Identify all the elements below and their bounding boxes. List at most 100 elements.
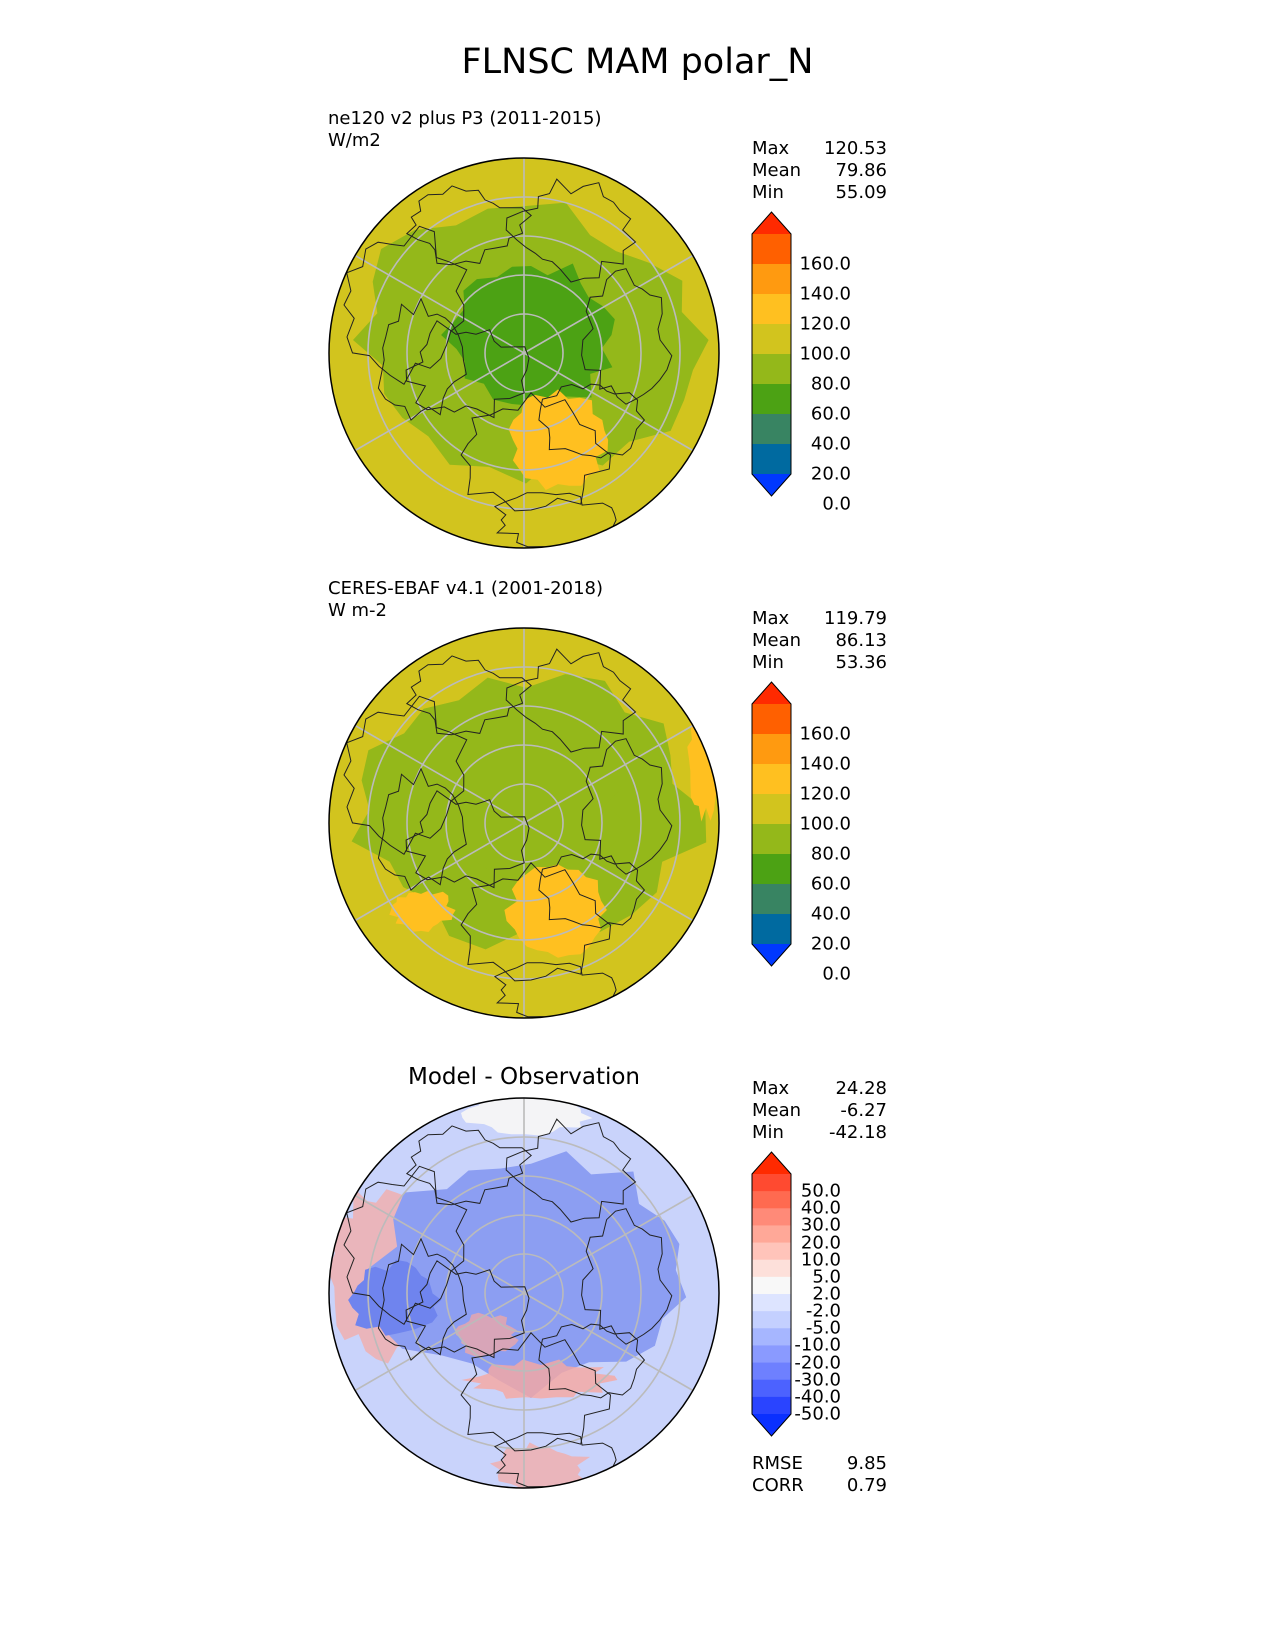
colorbar-swatch: [752, 1328, 791, 1346]
colorbar-tick-label: 120.0: [799, 783, 851, 805]
colorbar-extend-max: [752, 212, 791, 234]
stat-min: Min 55.09: [752, 182, 887, 204]
coastline: [377, 1237, 467, 1361]
colorbar-swatch: [752, 764, 791, 795]
colorbar-swatch: [752, 1311, 791, 1329]
colorbar-tick-label: 20.0: [810, 463, 851, 485]
field-region-100-120: [504, 864, 607, 958]
stat-value: 55.09: [835, 182, 887, 203]
longitude-gridline: [354, 822, 525, 922]
colorbar-outline: [751, 681, 792, 967]
colorbar-swatch: [752, 1396, 791, 1415]
stat-rmse: RMSE 9.85: [752, 1453, 887, 1475]
longitude-gridline: [523, 352, 694, 452]
colorbar-extend-min: [752, 1414, 791, 1436]
coastline: [405, 1125, 532, 1206]
colorbar-tick-label: -30.0: [794, 1369, 841, 1391]
field-region-40-60: [446, 727, 627, 878]
longitude-gridline: [354, 724, 525, 824]
stat-value: 24.28: [835, 1078, 887, 1099]
diff-colorbar: [751, 1151, 792, 1437]
colorbar-swatch: [752, 704, 791, 735]
longitude-gridline: [523, 1292, 694, 1392]
longitude-gridline: [523, 822, 694, 922]
stat-label: Mean: [752, 1100, 802, 1121]
coastline: [377, 767, 467, 891]
figure-title: FLNSC MAM polar_N: [461, 42, 814, 82]
stat-min: Min 53.36: [752, 652, 887, 674]
colorbar-swatch: [752, 734, 791, 765]
field-positive-bias: [461, 1359, 618, 1399]
coastline: [538, 853, 646, 929]
colorbar-tick-label: -2.0: [805, 1300, 841, 1322]
colorbar-swatch: [752, 1379, 791, 1398]
model-colorbar-ticks: 160.0 140.0 120.0 100.0 80.0 60.0 40.0 20.0 0.0: [795, 212, 851, 515]
stat-value: 79.86: [835, 160, 887, 181]
colorbar-swatch: [752, 354, 791, 385]
diff-panel-title: Model - Observation: [407, 1064, 641, 1090]
field-near-zero: [461, 1098, 593, 1136]
model-dataset-label: ne120 v2 plus P3 (2011-2015): [328, 108, 602, 129]
field-region-40-60: [441, 263, 615, 406]
map-boundary: [328, 627, 720, 1019]
coastline: [405, 655, 532, 736]
colorbar-tick-label: 40.0: [800, 1197, 841, 1219]
coastline: [538, 1323, 646, 1399]
coastline: [377, 297, 467, 421]
colorbar-swatch: [752, 324, 791, 355]
colorbar-swatch: [752, 264, 791, 295]
stat-max: Max 119.79: [752, 608, 887, 630]
longitude-gridline: [354, 1194, 525, 1294]
stat-mean: Mean 79.86: [752, 160, 887, 182]
colorbar-tick-label: 160.0: [799, 253, 851, 275]
stat-label: Mean: [752, 160, 802, 181]
colorbar-tick-label: 30.0: [800, 1214, 841, 1236]
colorbar-extend-max: [752, 682, 791, 704]
colorbar-tick-label: 100.0: [799, 343, 851, 365]
colorbar-outline: [751, 211, 792, 497]
coastline: [460, 862, 612, 982]
field-negative-bias: [366, 1151, 687, 1398]
colorbar-tick-label: 80.0: [810, 843, 851, 865]
stat-value: 86.13: [835, 630, 887, 651]
colorbar-swatch: [752, 1174, 791, 1192]
stat-mean: Mean -6.27: [752, 1100, 887, 1122]
stat-label: Mean: [752, 630, 802, 651]
colorbar-tick-label: 2.0: [812, 1283, 841, 1305]
colorbar-extend-max: [752, 1152, 791, 1174]
diff-polar-map: [328, 1097, 720, 1489]
colorbar-swatch: [752, 914, 791, 945]
stat-value: 0.79: [846, 1475, 887, 1496]
colorbar-swatch: [752, 1362, 791, 1381]
obs-units-label: W m-2: [328, 600, 388, 621]
colorbar-tick-label: 40.0: [810, 903, 851, 925]
colorbar-tick-label: 20.0: [810, 933, 851, 955]
longitude-gridline: [523, 1194, 694, 1294]
obs-panel-title: CERES-EBAF v4.1 (2001-2018) W m-2: [328, 578, 603, 622]
model-polar-map: [328, 157, 720, 549]
colorbar-swatch: [752, 1259, 791, 1278]
colorbar-swatch: [752, 1276, 791, 1295]
colorbar-tick-label: 20.0: [800, 1232, 841, 1254]
stat-value: 120.53: [824, 138, 887, 159]
colorbar-tick-label: -20.0: [794, 1352, 841, 1374]
coastline: [581, 738, 673, 875]
coastline: [405, 320, 530, 419]
stat-value: 9.85: [846, 1453, 887, 1474]
obs-dataset-label: CERES-EBAF v4.1 (2001-2018): [328, 578, 604, 599]
colorbar-tick-label: 80.0: [810, 373, 851, 395]
longitude-gridline: [354, 254, 525, 354]
colorbar-tick-label: 0.0: [822, 963, 851, 985]
coastline: [460, 392, 612, 512]
colorbar-swatch: [752, 1294, 791, 1312]
stat-label: Min: [752, 1122, 784, 1143]
longitude-gridline: [354, 352, 525, 452]
coastline: [460, 1332, 612, 1452]
colorbar-swatch: [752, 384, 791, 415]
stat-label: Min: [752, 652, 784, 673]
colorbar-swatch: [752, 794, 791, 825]
stat-label: Min: [752, 182, 784, 203]
field-negative-bias: [348, 1259, 442, 1336]
longitude-gridline: [523, 254, 694, 354]
colorbar-swatch: [752, 854, 791, 885]
